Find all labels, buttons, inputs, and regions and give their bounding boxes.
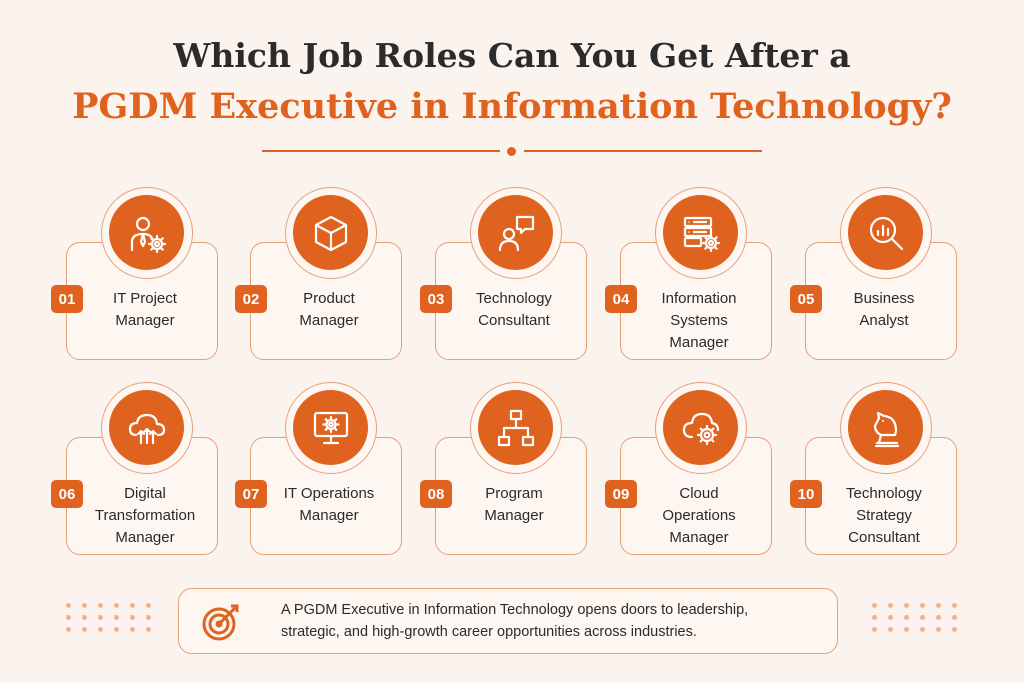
chess-knight-icon <box>873 411 899 447</box>
role-label-line: Manager <box>484 507 544 524</box>
role-label-line: Manager <box>669 334 729 351</box>
monitor-gear-icon <box>313 411 348 444</box>
target-arrow-icon <box>202 604 239 641</box>
role-number-badge: 01 <box>51 285 83 313</box>
role-label-line: Strategy <box>856 507 912 524</box>
magnifier-chart-icon <box>869 216 903 250</box>
role-number-badge: 08 <box>420 480 452 508</box>
role-label: Technology Strategy Consultant <box>819 483 949 549</box>
cloud-gear-icon <box>682 412 719 445</box>
role-number-badge: 03 <box>420 285 452 313</box>
role-label-line: Transformation <box>94 507 196 524</box>
role-icon-ring <box>101 187 193 279</box>
role-label-line: Manager <box>299 507 359 524</box>
role-number-badge: 10 <box>790 480 822 508</box>
role-label-line: IT Project <box>113 290 177 307</box>
person-chat-icon <box>498 215 534 251</box>
role-number-badge: 07 <box>235 480 267 508</box>
footer-text-line2: strategic, and high-growth career opport… <box>281 624 697 640</box>
role-icon-ring <box>101 382 193 474</box>
role-icon-ring <box>655 382 747 474</box>
role-number-badge: 02 <box>235 285 267 313</box>
role-label-line: Business <box>853 290 915 307</box>
role-label-line: Digital <box>124 485 166 502</box>
cube-icon <box>314 215 347 251</box>
cloud-arrows-icon <box>128 413 165 444</box>
role-label-line: Manager <box>115 312 175 329</box>
role-label-line: Product <box>303 290 355 307</box>
role-label: Information Systems Manager <box>634 288 764 354</box>
role-label: Program Manager <box>449 483 579 527</box>
role-label-line: IT Operations <box>283 485 375 502</box>
role-card-information-systems-manager <box>620 242 772 360</box>
role-label-line: Program <box>485 485 543 502</box>
role-label-line: Consultant <box>848 529 920 546</box>
role-label: IT Project Manager <box>80 288 210 332</box>
hierarchy-icon <box>497 409 534 446</box>
role-icon-ring <box>285 187 377 279</box>
footer-text-line1: A PGDM Executive in Information Technolo… <box>281 602 749 618</box>
page-title-line1: Which Job Roles Can You Get After a <box>173 36 851 75</box>
role-number-badge: 04 <box>605 285 637 313</box>
footer-note: A PGDM Executive in Information Technolo… <box>178 588 838 654</box>
role-label: Technology Consultant <box>449 288 579 332</box>
role-icon-ring <box>470 382 562 474</box>
role-label-line: Manager <box>299 312 359 329</box>
role-label: Product Manager <box>264 288 394 332</box>
manager-gear-icon <box>130 216 166 253</box>
role-number-badge: 06 <box>51 480 83 508</box>
role-label-line: Technology <box>476 290 552 307</box>
role-icon-ring <box>655 187 747 279</box>
role-label-line: Analyst <box>859 312 909 329</box>
role-number-badge: 05 <box>790 285 822 313</box>
server-gear-icon <box>683 216 720 252</box>
title-divider <box>262 147 762 156</box>
role-label: Digital Transformation Manager <box>80 483 210 549</box>
decorative-dots-left <box>66 603 151 632</box>
role-icon-ring <box>470 187 562 279</box>
role-label: IT Operations Manager <box>264 483 394 527</box>
role-label-line: Cloud <box>679 485 719 502</box>
role-number-badge: 09 <box>605 480 637 508</box>
role-label: Business Analyst <box>819 288 949 332</box>
role-label-line: Technology <box>846 485 922 502</box>
role-label-line: Systems <box>670 312 728 329</box>
role-label-line: Manager <box>669 529 729 546</box>
role-label-line: Operations <box>662 507 736 524</box>
decorative-dots-right <box>872 603 957 632</box>
role-icon-ring <box>840 187 932 279</box>
role-icon-ring <box>285 382 377 474</box>
role-label-line: Manager <box>115 529 175 546</box>
role-label: Cloud Operations Manager <box>634 483 764 549</box>
role-label-line: Information <box>661 290 737 307</box>
role-icon-ring <box>840 382 932 474</box>
page-title-line2: PGDM Executive in Information Technology… <box>72 86 952 127</box>
role-label-line: Consultant <box>478 312 550 329</box>
